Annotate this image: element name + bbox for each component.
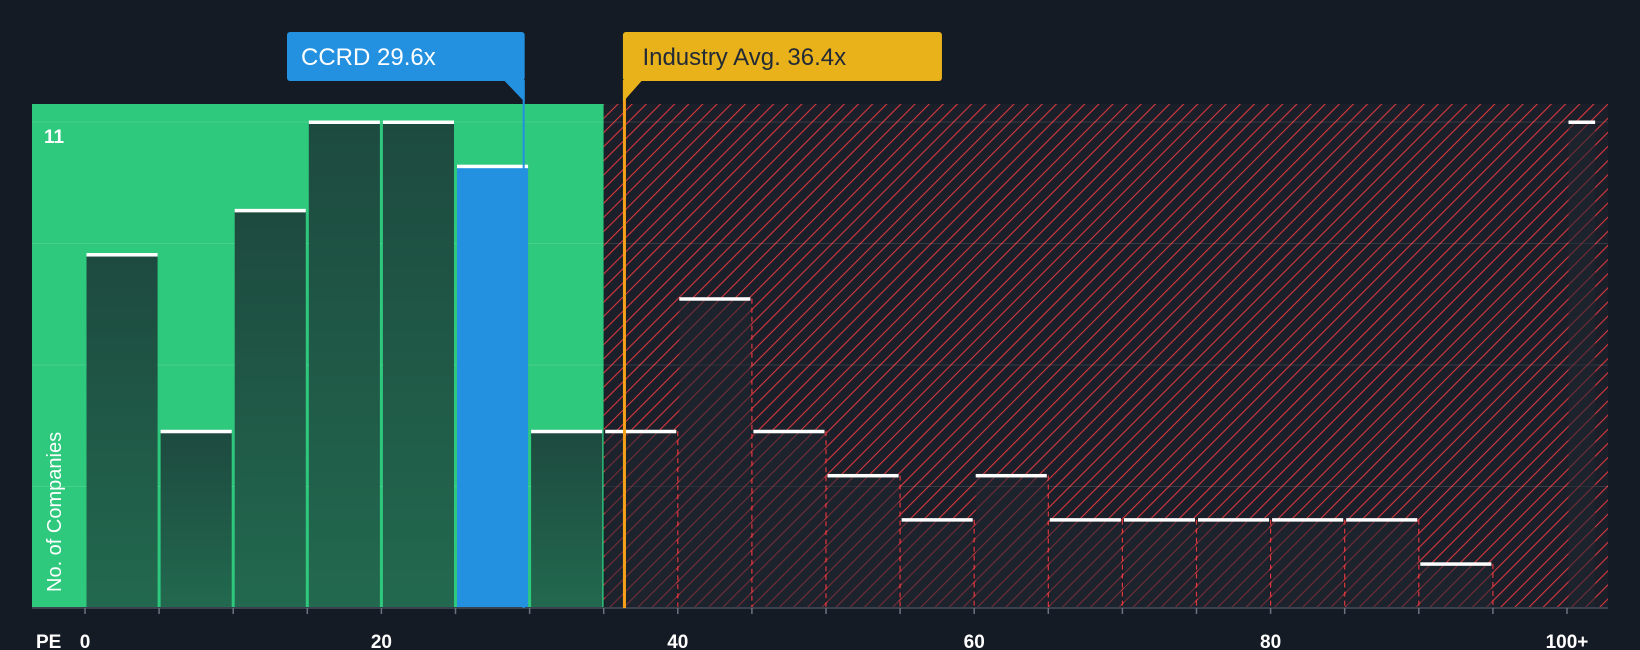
bar-cap-60-65 (975, 473, 1047, 478)
bar-20-25 (382, 122, 454, 608)
bar-35-40 (605, 431, 677, 608)
bar-cap-50-55 (827, 473, 899, 478)
bar-cap-100-102 (1568, 120, 1596, 124)
bar-cap-0-5 (86, 253, 158, 257)
x-tick-label-100: 100+ (1546, 632, 1589, 650)
bar-45-50 (753, 431, 825, 608)
bar-85-90 (1346, 519, 1418, 608)
x-tick-label-40: 40 (667, 632, 688, 650)
y-tick-label: 11 (44, 127, 65, 148)
x-tick-label-80: 80 (1260, 632, 1281, 650)
bar-cap-35-40 (605, 429, 677, 434)
company-callout-box (287, 32, 525, 81)
industry-avg-callout-pointer (622, 80, 643, 102)
bar-70-75 (1123, 519, 1195, 608)
x-axis-label: PE (36, 632, 61, 650)
company-callout-label: CCRD 29.6x (301, 44, 436, 71)
bar-cap-85-90 (1346, 518, 1418, 522)
bar-5-10 (160, 431, 232, 608)
bar-cap-45-50 (753, 429, 825, 434)
bar-cap-75-80 (1198, 518, 1270, 522)
bar-cap-90-95 (1420, 562, 1492, 566)
bar-cap-80-85 (1272, 518, 1344, 522)
x-axis: 0 20 40 60 80 100+ (32, 607, 1608, 650)
bar-100-102 (1568, 122, 1596, 608)
bar-cap-40-45 (679, 297, 751, 301)
y-axis-label: No. of Companies (44, 432, 66, 592)
bar-40-45 (679, 298, 751, 608)
bar-15-20 (308, 122, 380, 608)
bar-75-80 (1198, 519, 1270, 608)
bar-cap-20-25 (382, 120, 454, 124)
bar-80-85 (1272, 519, 1344, 608)
industry-avg-callout-label: Industry Avg. 36.4x (642, 44, 846, 71)
bar-cap-10-15 (234, 208, 306, 213)
bar-cap-5-10 (160, 429, 232, 434)
bar-0-5 (86, 254, 158, 608)
histogram-bars (86, 120, 1596, 608)
bar-cap-25-30 (457, 164, 529, 169)
bar-30-35 (531, 431, 603, 608)
x-tick-label-20: 20 (371, 632, 392, 650)
bar-25-30 (457, 166, 529, 608)
x-tick-label-0: 0 (80, 632, 91, 650)
company-callout-pointer (503, 80, 525, 102)
bar-cap-55-60 (901, 518, 973, 522)
bar-55-60 (901, 519, 973, 608)
bar-cap-15-20 (308, 120, 380, 124)
bar-cap-70-75 (1123, 518, 1195, 522)
bar-50-55 (827, 475, 899, 608)
bar-60-65 (975, 475, 1047, 608)
bar-cap-30-35 (531, 429, 603, 434)
bar-10-15 (234, 210, 306, 608)
x-tick-label-60: 60 (964, 632, 985, 650)
bar-65-70 (1049, 519, 1121, 608)
bar-90-95 (1420, 563, 1492, 608)
industry-avg-callout-box (622, 32, 942, 81)
bar-cap-65-70 (1049, 518, 1121, 522)
